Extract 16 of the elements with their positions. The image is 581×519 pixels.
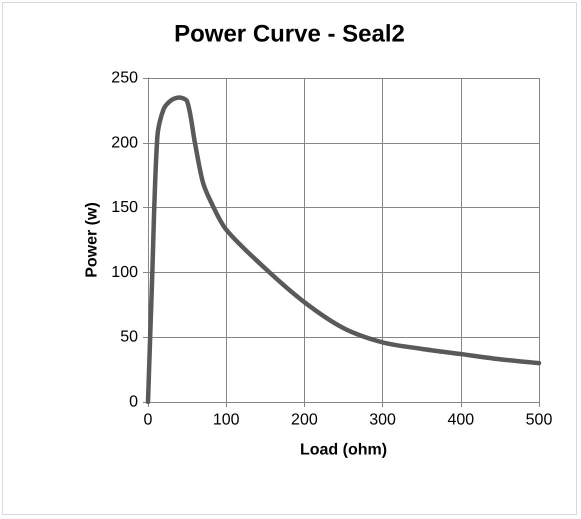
x-tick-label: 100 [212, 412, 240, 428]
line-series [146, 95, 542, 404]
y-tick-label: 100 [111, 264, 138, 281]
x-tick-label: 0 [144, 412, 153, 428]
chart-title: Power Curve - Seal2 [174, 20, 405, 48]
y-tick-label: 0 [129, 394, 138, 410]
y-tick-label: 250 [111, 70, 138, 86]
x-tick-label: 500 [526, 412, 552, 428]
y-tick-label: 50 [120, 328, 138, 346]
y-tick-label: 150 [111, 199, 138, 216]
x-axis-title: Load (ohm) [300, 442, 388, 458]
x-tick-label: 300 [369, 412, 396, 428]
x-tick-label: 200 [291, 412, 318, 428]
x-tick-label: 400 [447, 412, 474, 428]
y-tick-label: 200 [111, 134, 138, 152]
y-axis-title: Power (w) [84, 202, 100, 278]
